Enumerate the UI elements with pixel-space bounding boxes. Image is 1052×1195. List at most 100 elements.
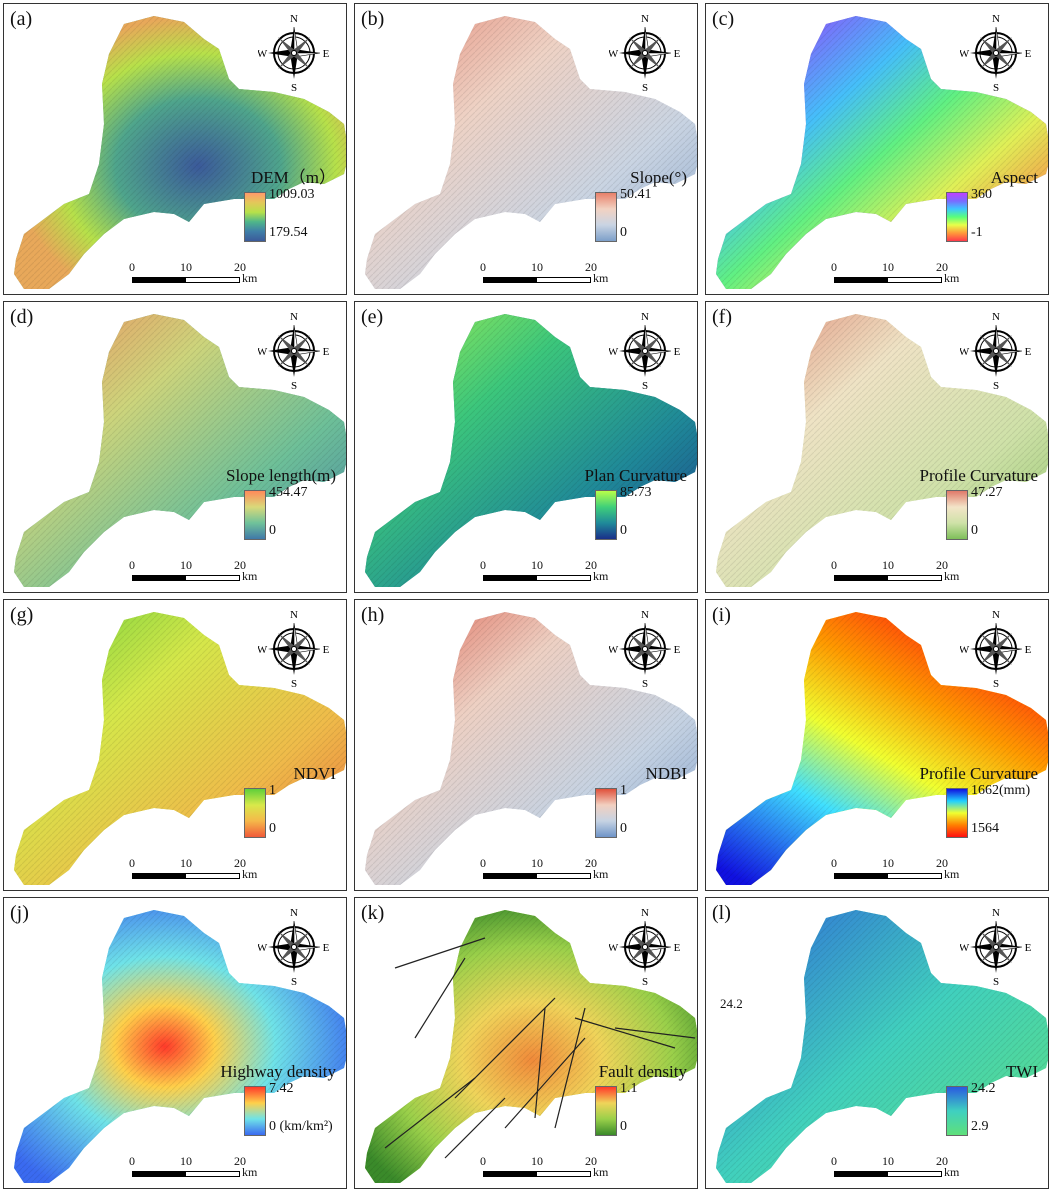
compass-e-label: E <box>323 48 330 60</box>
color-ramp: 1 0 <box>244 783 276 838</box>
compass-e-label: E <box>674 644 681 656</box>
compass-e-label: E <box>1025 346 1032 358</box>
color-ramp: 1662(mm) 1564 <box>946 783 1030 838</box>
stray-value-label: 24.2 <box>720 996 743 1011</box>
north-arrow: N S W E <box>959 12 1032 94</box>
scale-tick: 0 <box>129 260 135 274</box>
compass-s-label: S <box>642 82 648 92</box>
compass-n-label: N <box>290 907 298 919</box>
scale-tick: 10 <box>180 558 192 572</box>
map-panel: (f) N S W E Profile Curvature 47.27 0 0 … <box>705 301 1049 593</box>
color-ramp: 1 0 <box>595 783 627 838</box>
study-area-map <box>14 314 346 587</box>
compass-e-label: E <box>1025 48 1032 60</box>
legend-min: 0 <box>620 523 627 538</box>
scale-tick: 20 <box>936 558 948 572</box>
study-area-map <box>14 16 346 289</box>
legend-title: Aspect <box>990 168 1038 187</box>
legend-max: 1 <box>269 783 276 798</box>
map-panel: (e) N S W E Plan Curvature 85.73 0 0 10 … <box>354 301 698 593</box>
compass-s-label: S <box>993 380 999 390</box>
compass-n-label: N <box>992 13 1000 25</box>
study-area-map <box>365 910 697 1183</box>
compass-rose-icon: N S W E <box>608 311 681 392</box>
panel-label: (i) <box>712 604 731 626</box>
legend-max: 50.41 <box>620 187 652 202</box>
scale-tick: 0 <box>480 1154 486 1168</box>
scale-tick: 10 <box>882 260 894 274</box>
north-arrow: N S W E <box>608 906 681 988</box>
compass-rose-icon: N S W E <box>257 907 330 988</box>
panel-label: (c) <box>712 8 735 30</box>
panel-label: (j) <box>10 902 29 924</box>
compass-rose-icon: N S W E <box>608 907 681 988</box>
legend-min: 0 <box>269 523 276 538</box>
compass-s-label: S <box>642 380 648 390</box>
panel-label: (b) <box>361 8 385 30</box>
panel-label: (e) <box>361 306 384 328</box>
scale-bar: 0 10 20 km <box>831 856 994 881</box>
color-ramp: 7.42 0 (km/km²) <box>244 1081 333 1136</box>
color-ramp: 360 -1 <box>946 187 992 242</box>
compass-rose-icon: N S W E <box>608 13 681 94</box>
legend-min: 2.9 <box>971 1119 989 1134</box>
study-area-map <box>716 910 1048 1183</box>
scale-tick: 0 <box>129 1154 135 1168</box>
legend-title: NDVI <box>293 764 337 783</box>
scale-tick: 20 <box>234 260 246 274</box>
scale-tick: 10 <box>882 558 894 572</box>
legend-min: 0 (km/km²) <box>269 1119 333 1134</box>
scale-unit: km <box>242 569 258 583</box>
panel-label: (h) <box>361 604 385 626</box>
compass-rose-icon: N S W E <box>959 609 1032 690</box>
legend-min: 0 <box>620 225 627 240</box>
compass-e-label: E <box>674 48 681 60</box>
map-panel: (k) N S W E Fault density 1.1 0 0 10 20 <box>354 897 698 1189</box>
compass-n-label: N <box>290 311 298 323</box>
north-arrow: N S W E <box>608 12 681 94</box>
scale-tick: 20 <box>585 260 597 274</box>
map-panel: (g) N S W E NDVI 1 0 0 10 20 <box>3 599 347 891</box>
compass-n-label: N <box>641 13 649 25</box>
compass-w-label: W <box>960 644 970 656</box>
scale-unit: km <box>242 271 258 285</box>
scale-tick: 0 <box>831 260 837 274</box>
map-panel: (h) N S W E NDBI 1 0 0 10 20 <box>354 599 698 891</box>
compass-rose-icon: N S W E <box>959 907 1032 988</box>
map-panel: (d) N S W E Slope length(m) 454.47 0 0 1… <box>3 301 347 593</box>
scale-bar: 0 10 20 km <box>831 260 994 285</box>
legend-min: 0 <box>620 821 627 836</box>
legend-min: 179.54 <box>269 225 308 240</box>
compass-w-label: W <box>609 346 619 358</box>
legend-min: 0 <box>620 1119 627 1134</box>
scale-tick: 0 <box>129 558 135 572</box>
north-arrow: N S W E <box>257 608 330 690</box>
compass-e-label: E <box>323 942 330 954</box>
compass-n-label: N <box>641 311 649 323</box>
scale-unit: km <box>944 867 960 881</box>
compass-n-label: N <box>641 907 649 919</box>
north-arrow: N S W E <box>257 906 330 988</box>
scale-unit: km <box>593 569 609 583</box>
scale-tick: 0 <box>129 856 135 870</box>
panel-label: (f) <box>712 306 732 328</box>
scale-bar: 0 10 20 km <box>480 1154 643 1179</box>
compass-w-label: W <box>960 48 970 60</box>
color-ramp: 47.27 0 <box>946 485 1003 540</box>
scale-bar: 0 10 20 km <box>480 558 643 583</box>
scale-tick: 20 <box>234 856 246 870</box>
scale-unit: km <box>242 1165 258 1179</box>
scale-tick: 20 <box>585 1154 597 1168</box>
study-area-map <box>14 612 346 885</box>
north-arrow: N S W E <box>608 608 681 690</box>
scale-tick: 10 <box>180 260 192 274</box>
scale-bar: 0 10 20 km <box>831 1154 994 1179</box>
scale-tick: 10 <box>882 1154 894 1168</box>
legend-max: 1662(mm) <box>971 783 1031 798</box>
scale-tick: 20 <box>936 1154 948 1168</box>
study-area-map <box>365 612 697 885</box>
color-ramp: 1.1 0 <box>595 1081 638 1136</box>
map-panel: (a) N S W E DEM（m） 1009.03 179.54 0 10 2… <box>3 3 347 295</box>
legend-max: 24.2 <box>971 1081 996 1096</box>
study-area-map <box>365 314 697 587</box>
